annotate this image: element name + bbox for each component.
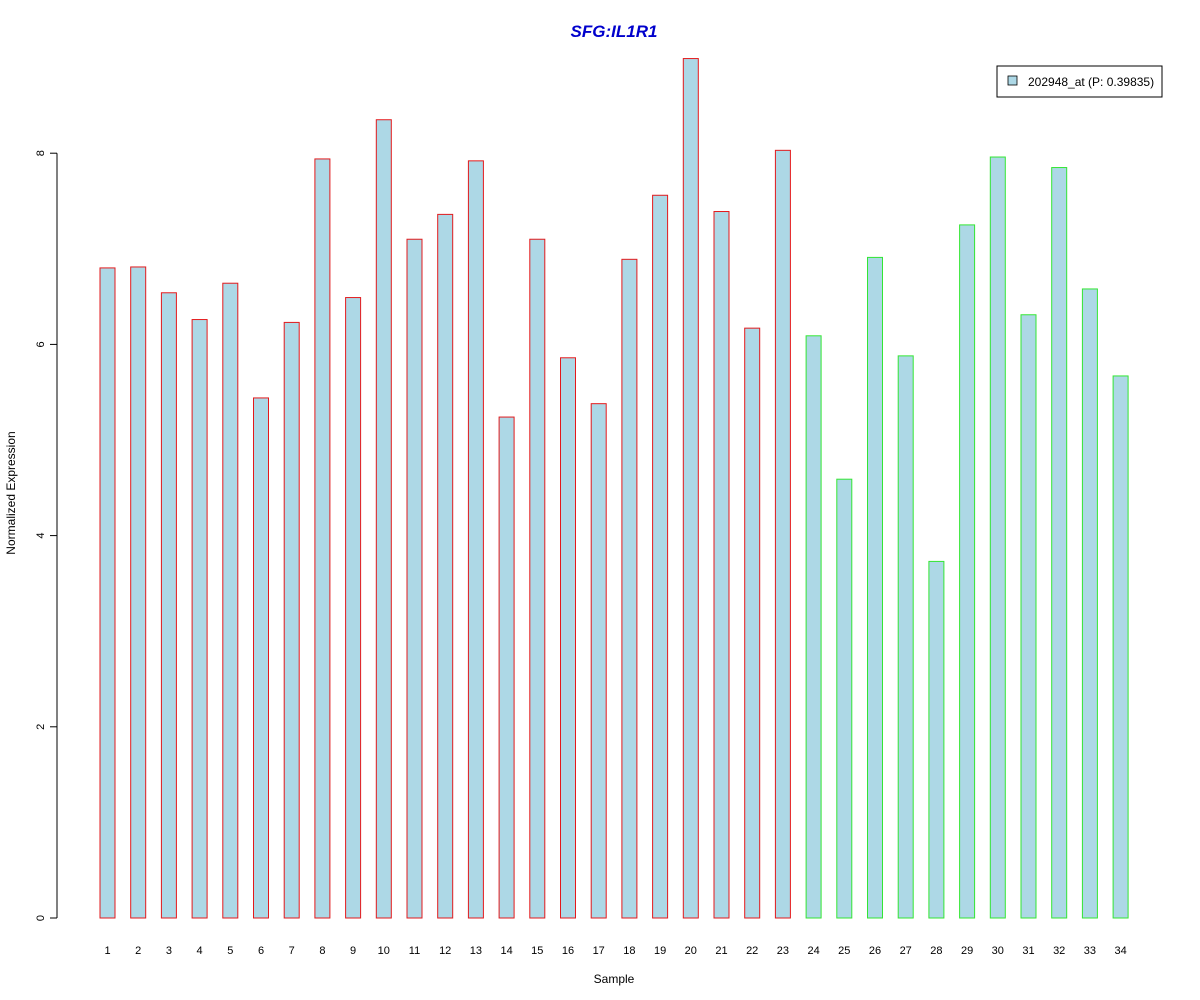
y-tick-label: 4 bbox=[35, 533, 47, 539]
x-tick-label: 20 bbox=[685, 945, 697, 957]
legend-swatch bbox=[1007, 75, 1018, 86]
bar bbox=[467, 160, 484, 919]
x-tick-label: 33 bbox=[1084, 945, 1096, 957]
bar bbox=[99, 267, 116, 919]
x-tick-label: 21 bbox=[715, 945, 727, 957]
x-tick-label: 11 bbox=[409, 945, 420, 957]
bar bbox=[345, 297, 362, 919]
bar bbox=[1081, 288, 1098, 919]
bar bbox=[774, 149, 791, 919]
x-tick-label: 10 bbox=[378, 945, 390, 957]
y-axis-label: Normalized Expression bbox=[4, 431, 18, 554]
x-tick-label: 5 bbox=[227, 945, 233, 957]
bar bbox=[1112, 375, 1129, 919]
bar bbox=[375, 119, 392, 919]
x-tick-label: 28 bbox=[930, 945, 942, 957]
x-tick-label: 4 bbox=[197, 945, 203, 957]
y-tick-label: 0 bbox=[35, 915, 47, 921]
x-tick-label: 31 bbox=[1022, 945, 1034, 957]
bars-group bbox=[99, 58, 1129, 919]
bar bbox=[222, 282, 239, 919]
x-tick-label: 34 bbox=[1114, 945, 1126, 957]
x-tick-label: 22 bbox=[746, 945, 758, 957]
x-tick-label: 30 bbox=[992, 945, 1004, 957]
y-tick-label: 2 bbox=[35, 724, 47, 730]
x-tick-label: 1 bbox=[104, 945, 110, 957]
bar bbox=[160, 292, 177, 919]
x-tick-label: 29 bbox=[961, 945, 973, 957]
x-tick-labels: 1 2 3 4 5 6 7 8 9 10 11 12 13 14 15 16 17 18 19 20 21 22 23 24 2… bbox=[104, 945, 1126, 957]
x-tick-label: 15 bbox=[531, 945, 543, 957]
bar bbox=[867, 256, 883, 919]
bar bbox=[621, 258, 638, 919]
bar bbox=[897, 355, 914, 919]
bar bbox=[959, 224, 976, 919]
bar bbox=[805, 335, 822, 919]
x-axis-label: Sample bbox=[594, 972, 635, 986]
bar bbox=[1051, 167, 1068, 919]
y-axis: 0 2 4 6 8 bbox=[35, 150, 58, 921]
bar bbox=[498, 416, 515, 919]
x-tick-label: 24 bbox=[807, 945, 819, 957]
x-tick-label: 12 bbox=[439, 945, 451, 957]
y-tick-label: 8 bbox=[35, 150, 47, 156]
legend-label: 202948_at (P: 0.39835) bbox=[1028, 75, 1154, 89]
x-tick-label: 23 bbox=[777, 945, 789, 957]
bar bbox=[191, 319, 208, 919]
bar bbox=[744, 327, 761, 919]
x-tick-label: 18 bbox=[623, 945, 635, 957]
legend: 202948_at (P: 0.39835) bbox=[996, 65, 1163, 98]
x-tick-label: 19 bbox=[654, 945, 666, 957]
x-tick-label: 14 bbox=[500, 945, 512, 957]
x-tick-label: 6 bbox=[258, 945, 264, 957]
x-tick-label: 17 bbox=[593, 945, 605, 957]
y-tick-label: 6 bbox=[35, 341, 47, 347]
x-tick-label: 7 bbox=[289, 945, 295, 957]
bar bbox=[437, 213, 454, 919]
bar bbox=[836, 478, 853, 919]
bar bbox=[406, 238, 423, 919]
bar bbox=[652, 194, 669, 919]
x-tick-label: 2 bbox=[135, 945, 141, 957]
x-tick-label: 13 bbox=[470, 945, 482, 957]
bar bbox=[1020, 314, 1037, 919]
bar bbox=[928, 560, 945, 919]
chart-title: SFG:IL1R1 bbox=[571, 22, 658, 41]
bar bbox=[989, 156, 1006, 919]
bar bbox=[130, 266, 147, 919]
bar bbox=[529, 238, 546, 919]
x-tick-label: 3 bbox=[166, 945, 172, 957]
x-tick-label: 27 bbox=[900, 945, 912, 957]
x-tick-label: 16 bbox=[562, 945, 574, 957]
x-tick-label: 32 bbox=[1053, 945, 1065, 957]
bar bbox=[253, 397, 269, 919]
bar bbox=[713, 211, 730, 919]
bar bbox=[283, 321, 300, 919]
x-tick-label: 26 bbox=[869, 945, 881, 957]
bar bbox=[560, 357, 576, 919]
x-tick-label: 9 bbox=[350, 945, 356, 957]
bar bbox=[590, 403, 607, 919]
bar bbox=[314, 158, 331, 919]
legend-box bbox=[996, 65, 1163, 98]
x-tick-label: 25 bbox=[838, 945, 850, 957]
x-tick-label: 8 bbox=[319, 945, 325, 957]
bar bbox=[682, 58, 699, 919]
